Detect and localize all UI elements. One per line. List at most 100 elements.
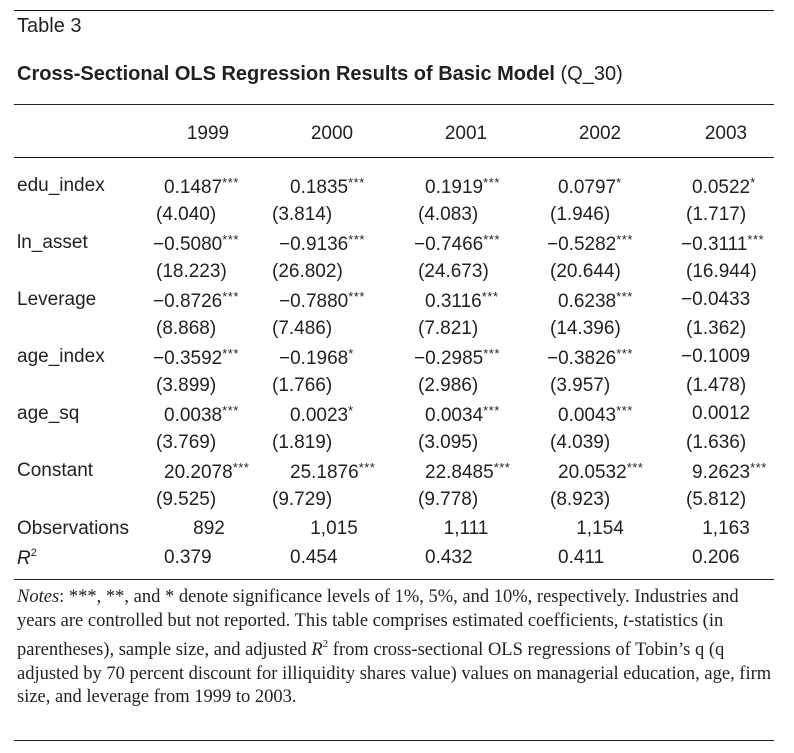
row-label-leverage: Leverage [17,289,97,310]
significance-stars: *** [348,289,365,304]
significance-stars: * [750,175,756,190]
coef-cell: −0.7466*** [414,232,500,256]
r-squared-cell: 0.379 [164,547,212,568]
coef-cell: −0.1968* [279,346,354,370]
significance-stars: *** [348,232,365,247]
coef-cell: 0.1487*** [164,175,239,199]
t-stat-cell: (1.717) [686,204,747,225]
coef-value: −0.8726 [153,291,223,312]
t-stat-cell: (1.819) [272,432,333,453]
header-rule [14,157,774,158]
significance-stars: *** [348,175,365,190]
row-label-constant: Constant [17,460,94,481]
r-squared-cell: 0.206 [692,547,740,568]
table-title: Cross-Sectional OLS Regression Results o… [17,63,623,86]
bottom-rule [14,740,774,741]
column-header-2002: 2002 [578,123,622,144]
notes-text-2: -statistics (in parentheses), sample siz… [17,610,724,661]
t-stat-cell: (24.673) [418,261,489,282]
significance-stars: *** [483,175,500,190]
coef-cell: 0.0797* [558,175,622,199]
significance-stars: *** [481,289,499,304]
row-label-age-sq: age_sq [17,403,80,424]
coef-cell: −0.9136*** [279,232,365,256]
t-stat-cell: (3.814) [272,204,333,225]
t-stat-cell: (4.039) [550,432,611,453]
significance-stars: *** [626,460,644,475]
significance-stars: *** [616,289,633,304]
t-stat-cell: (4.040) [156,204,217,225]
coef-cell: −0.3826*** [547,346,633,370]
coef-cell: 0.1919*** [425,175,500,199]
observations-cell: 1,015 [310,518,358,539]
t-stat-cell: (3.957) [550,375,611,396]
significance-stars: *** [232,460,250,475]
observations-cell: 892 [193,518,225,539]
coef-cell: 0.0034*** [425,403,500,427]
coef-value: 0.0012 [692,403,751,424]
significance-stars: *** [493,460,511,475]
coef-value: 0.1835 [290,177,349,198]
t-stat-cell: (5.812) [686,489,747,510]
column-header-2001: 2001 [444,123,488,144]
significance-stars: *** [747,232,765,247]
coef-value: 0.6238 [558,291,617,312]
t-stat-cell: (14.396) [550,318,621,339]
coef-value: −0.3826 [547,348,617,369]
notes-text-3: from cross-sectional OLS regressions of … [17,640,772,707]
notes-t-italic: t [623,610,629,631]
t-stat-cell: (20.644) [550,261,621,282]
significance-stars: * [348,346,354,361]
significance-stars: *** [222,346,239,361]
t-stat-cell: (1.478) [686,375,747,396]
t-stat-cell: (26.802) [272,261,343,282]
coef-cell: 20.2078*** [164,460,249,484]
significance-stars: *** [616,232,633,247]
top-rule [14,10,774,11]
coef-cell: −0.0433 [681,289,750,311]
t-stat-cell: (7.821) [418,318,479,339]
t-stat-cell: (18.223) [156,261,227,282]
coef-cell: −0.5282*** [547,232,633,256]
t-stat-cell: (9.525) [156,489,217,510]
significance-stars: * [616,175,622,190]
coef-value: 20.0532 [558,462,627,483]
row-label-edu-index: edu_index [17,175,105,196]
coef-value: 25.1876 [290,462,359,483]
table-title-main: Cross-Sectional OLS Regression Results o… [17,63,555,85]
title-rule [14,104,774,105]
significance-stars: *** [483,346,500,361]
significance-stars: *** [750,460,767,475]
significance-stars: *** [616,403,633,418]
coef-value: 22.8485 [425,462,494,483]
t-stat-cell: (3.899) [156,375,217,396]
coef-cell: 0.6238*** [558,289,633,313]
t-stat-cell: (9.778) [418,489,479,510]
t-stat-cell: (1.636) [686,432,747,453]
coef-cell: −0.5080*** [153,232,239,256]
t-stat-cell: (7.486) [272,318,333,339]
row-label-r-squared: R2 [17,547,37,570]
coef-cell: 0.0522* [692,175,756,199]
coef-cell: 0.0012 [692,403,750,425]
coef-value: −0.1009 [681,346,751,367]
significance-stars: *** [483,403,500,418]
t-stat-cell: (1.766) [272,375,333,396]
coef-value: −0.9136 [279,234,349,255]
coef-cell: −0.3111*** [681,232,764,256]
table-notes: Notes: ***, **, and * denote significanc… [17,586,779,710]
coef-cell: 0.3116*** [425,289,498,313]
t-stat-cell: (9.729) [272,489,333,510]
significance-stars: *** [222,175,239,190]
coef-cell: 25.1876*** [290,460,375,484]
coef-cell: −0.3592*** [153,346,239,370]
coef-value: 0.0797 [558,177,617,198]
r-squared-base: R [17,548,31,569]
significance-stars: *** [358,460,376,475]
coef-value: 0.0038 [164,405,223,426]
coef-cell: 9.2623*** [692,460,767,484]
coef-cell: 20.0532*** [558,460,643,484]
t-stat-cell: (1.946) [550,204,611,225]
coef-cell: 0.0023* [290,403,354,427]
coef-value: −0.7466 [414,234,484,255]
